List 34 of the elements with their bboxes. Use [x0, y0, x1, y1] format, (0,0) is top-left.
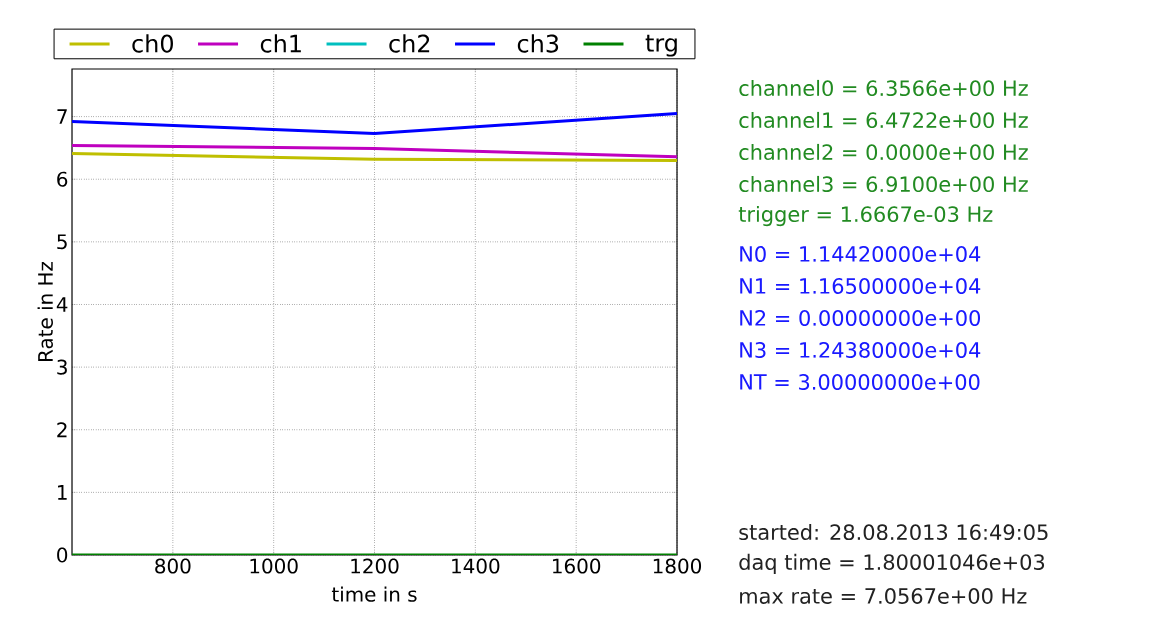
y-tick-label: 1	[58, 485, 67, 500]
x-axis-title: time in s	[331, 586, 417, 602]
y-tick-label: 5	[57, 234, 67, 250]
text: trigger = 1.6667e-03 Hz	[738, 205, 993, 227]
y-axis-title: Rate in Hz	[37, 261, 53, 362]
text: daq time = 1.80001046e+03	[739, 553, 1045, 575]
text: channel0 = 6.3566e+00 Hz	[739, 79, 1028, 97]
text: started: 28.08.2013 16:49:05	[739, 523, 1048, 541]
legend-label: ch3	[517, 34, 559, 53]
legend-label: trg	[645, 34, 677, 57]
text: channel1 = 6.4722e+00 Hz	[739, 111, 1028, 129]
text: N2 = 0.00000000e+00	[740, 310, 981, 326]
x-tick-label: 800	[155, 558, 191, 574]
x-tick-label: 1800	[653, 558, 702, 574]
text: NT = 3.00000000e+00	[740, 374, 980, 390]
text: N1 = 1.16500000e+04	[740, 278, 981, 294]
text: channel2 = 0.0000e+00 Hz	[739, 143, 1028, 161]
x-tick-label: 1000	[250, 558, 298, 574]
legend-label: ch1	[260, 34, 301, 53]
y-tick-label: 3	[57, 359, 67, 375]
legend-label: ch0	[132, 34, 173, 53]
x-tick-label: 1400	[452, 558, 500, 574]
y-tick-label: 7	[57, 109, 67, 124]
text: N3 = 1.24380000e+04	[740, 342, 981, 358]
x-tick-label: 1600	[553, 558, 601, 574]
y-tick-label: 0	[57, 547, 68, 563]
text: max rate = 7.0567e+00 Hz	[740, 588, 1027, 604]
y-tick-label: 4	[56, 297, 68, 312]
y-tick-label: 6	[57, 171, 68, 187]
x-tick-label: 1200	[351, 558, 399, 574]
legend-label: ch2	[389, 34, 430, 53]
text: N0 = 1.14420000e+04	[740, 246, 981, 262]
text: channel3 = 6.9100e+00 Hz	[739, 175, 1028, 193]
y-tick-label: 2	[57, 422, 67, 438]
